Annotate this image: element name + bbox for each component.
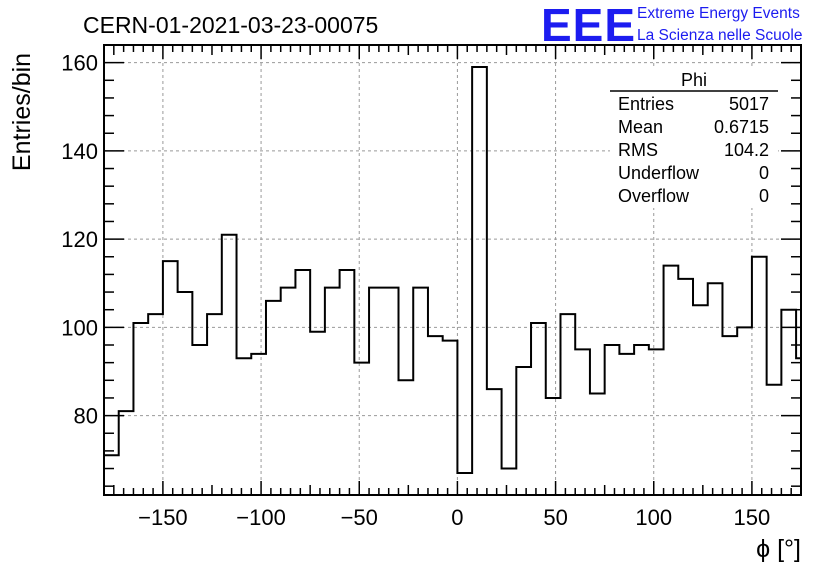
- histogram-bin: [693, 305, 708, 495]
- histogram-bin: [207, 314, 222, 495]
- y-tick-label: 140: [61, 139, 98, 164]
- stat-label-rms: RMS: [618, 140, 658, 160]
- histogram-bin: [428, 336, 443, 495]
- histogram-bin: [575, 349, 590, 495]
- histogram-bin: [487, 389, 502, 495]
- histogram-outline: [103, 66, 801, 495]
- histogram-bin: [133, 323, 148, 495]
- y-tick-label: 160: [61, 51, 98, 76]
- stat-value-entries: 5017: [729, 94, 769, 114]
- axis-ticks: −150 −100 −50 0 50 100 150 80 100 120 140 160: [61, 44, 802, 530]
- histogram-bin: [737, 327, 752, 495]
- stat-label-mean: Mean: [618, 117, 663, 137]
- x-tick-label: 0: [451, 505, 463, 530]
- histogram-bin: [354, 363, 369, 495]
- run-title: CERN-01-2021-03-23-00075: [83, 12, 378, 38]
- histogram-bin: [281, 288, 296, 495]
- histogram-bin: [457, 473, 472, 495]
- histogram-bin: [722, 336, 737, 495]
- histogram-bin: [546, 398, 561, 495]
- y-tick-label: 120: [61, 227, 98, 252]
- histogram-bin: [413, 288, 428, 495]
- histogram-bin: [619, 354, 634, 495]
- histogram-bin: [678, 279, 693, 495]
- histogram-bin: [516, 367, 531, 495]
- x-tick-label: −150: [138, 505, 188, 530]
- x-tick-label: −100: [236, 505, 286, 530]
- stats-box: Phi Entries 5017 Mean 0.6715 RMS 104.2 U…: [610, 66, 778, 208]
- histogram-bin: [340, 270, 355, 495]
- x-axis-label: ϕ [°]: [756, 535, 801, 563]
- histogram-bin: [178, 292, 193, 495]
- y-tick-label: 100: [61, 315, 98, 340]
- histogram-bin: [222, 235, 237, 495]
- histogram-bin: [310, 332, 325, 495]
- histogram-bin: [192, 345, 207, 495]
- stat-value-overflow: 0: [759, 186, 769, 206]
- histogram-bin: [237, 358, 252, 495]
- stat-value-rms: 104.2: [724, 140, 769, 160]
- eee-logo: EEE Extreme Energy Events La Scienza nel…: [541, 0, 802, 51]
- y-tick-label: 80: [74, 404, 98, 429]
- histogram-bin: [781, 310, 796, 495]
- plot-frame: [103, 44, 802, 496]
- histogram-bin: [708, 283, 723, 495]
- eee-logo-line1: Extreme Energy Events: [637, 5, 800, 22]
- eee-logo-line2: La Scienza nelle Scuole: [637, 27, 802, 44]
- histogram-bin: [531, 323, 546, 495]
- histogram-bin: [443, 341, 458, 495]
- histogram-bin: [325, 288, 340, 495]
- histogram-bin: [472, 67, 487, 495]
- stat-label-overflow: Overflow: [618, 186, 690, 206]
- histogram-bin: [560, 314, 575, 495]
- histogram-bin: [767, 385, 782, 495]
- histogram-bin: [664, 266, 679, 495]
- eee-logo-mark: EEE: [541, 0, 636, 51]
- stat-label-entries: Entries: [618, 94, 674, 114]
- stat-value-underflow: 0: [759, 163, 769, 183]
- histogram-bin: [384, 288, 399, 495]
- histogram-bin: [104, 455, 119, 495]
- x-tick-label: 100: [635, 505, 672, 530]
- stat-value-mean: 0.6715: [714, 117, 769, 137]
- histogram-bin: [148, 314, 163, 495]
- x-tick-label: 50: [543, 505, 567, 530]
- histogram-bin: [266, 301, 281, 495]
- histogram-bin: [163, 261, 178, 495]
- grid-lines: [104, 45, 801, 495]
- histogram-bin: [634, 345, 649, 495]
- histogram-bin: [605, 345, 620, 495]
- x-tick-label: −50: [341, 505, 378, 530]
- stat-label-underflow: Underflow: [618, 163, 700, 183]
- histogram-bin: [752, 257, 767, 495]
- histogram-bin: [502, 469, 517, 495]
- histogram-bin: [369, 288, 384, 495]
- x-tick-label: 150: [734, 505, 771, 530]
- histogram-bin: [295, 270, 310, 495]
- stats-box-background: [610, 66, 778, 208]
- histogram-bin: [590, 394, 605, 495]
- histogram-bin: [119, 411, 134, 495]
- histogram-bin: [649, 349, 664, 495]
- y-axis-label: Entries/bin: [8, 53, 36, 171]
- histogram-bin: [399, 380, 414, 495]
- stats-box-title: Phi: [681, 70, 707, 90]
- histogram-bin: [251, 354, 266, 495]
